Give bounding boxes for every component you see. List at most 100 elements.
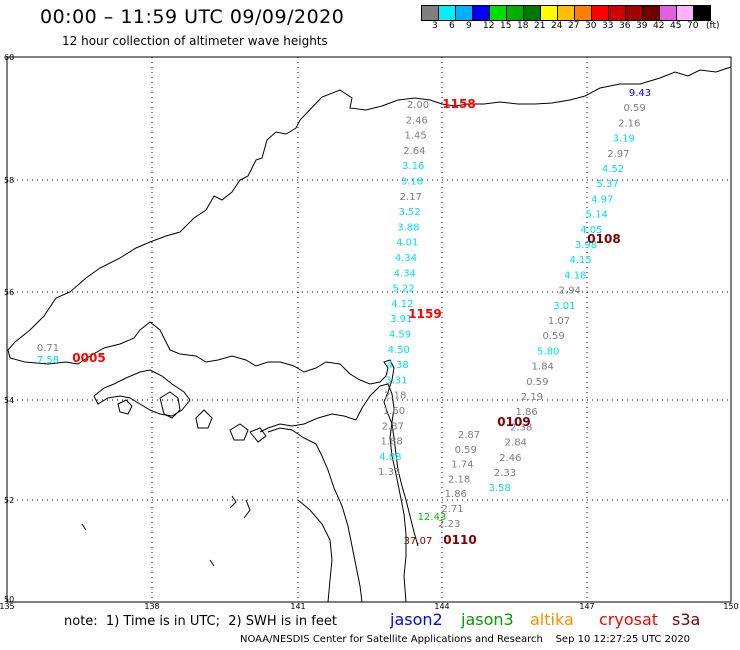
north-coast [7, 66, 732, 547]
map-subtitle: 12 hour collection of altimeter wave hei… [62, 34, 328, 48]
lat-label: 54 [4, 396, 14, 405]
swh-value-label: 2.46 [406, 115, 428, 126]
map-frame [6, 56, 732, 603]
swh-value-label: 1.60 [383, 406, 405, 417]
swh-value-label: 1.84 [532, 362, 554, 373]
swh-value-label: 2.18 [384, 391, 406, 402]
swh-value-label: 4.52 [602, 164, 624, 175]
scale-label: 18 [517, 21, 529, 31]
lat-label: 50 [4, 595, 14, 604]
color-scale-labels: 3 6 9 12 15 18 21 24 27 30 33 36 39 42 45 70 [421, 21, 740, 35]
lon-label: 147 [579, 602, 594, 611]
swh-value-label: 1.86 [515, 407, 537, 418]
scale-unit: (ft) [706, 21, 720, 31]
credit-line: NOAA/NESDIS Center for Satellite Applica… [240, 634, 691, 645]
swh-value-label: 2.97 [607, 149, 629, 160]
lat-label: 56 [4, 288, 14, 297]
swh-value-label: 0.71 [37, 343, 59, 354]
lon-label: 138 [144, 602, 159, 611]
swh-value-label: 2.18 [448, 474, 470, 485]
pass-time-label: 0109 [497, 415, 530, 429]
swh-value-label: 2.16 [618, 118, 640, 129]
swh-value-label: 2.19 [521, 392, 543, 403]
swh-value-label: 3.19 [613, 134, 635, 145]
inland-rivers [81, 495, 333, 603]
scale-swatch [421, 5, 438, 21]
swh-value-label: 37.07 [404, 536, 433, 547]
swh-value-label: 2.94 [559, 286, 581, 297]
swh-value-label: 3.01 [553, 301, 575, 312]
swh-value-label: 3.58 [488, 483, 510, 494]
swh-value-label: 3.88 [397, 222, 419, 233]
pass-time-label: 0108 [587, 232, 620, 246]
satellite-name-jason3: jason3 [461, 610, 514, 629]
swh-value-label: 2.33 [494, 468, 516, 479]
scale-label: 24 [551, 21, 563, 31]
swh-value-label: 1.33 [378, 467, 400, 478]
lat-label: 52 [4, 496, 14, 505]
lon-label: 141 [290, 602, 305, 611]
swh-value-label: 1.45 [404, 131, 426, 142]
lon-label: 135 [0, 602, 15, 611]
swh-value-label: 9.43 [629, 88, 651, 99]
lat-label: 60 [4, 53, 14, 62]
swh-value-label: 4.18 [564, 270, 586, 281]
pass-time-label: 0110 [443, 533, 476, 547]
swh-value-label: 5.22 [392, 284, 414, 295]
swh-value-label: 0.59 [455, 445, 477, 456]
scale-swatch [506, 5, 523, 21]
swh-value-label: 5.37 [596, 179, 618, 190]
swh-value-label: 2.87 [458, 430, 480, 441]
scale-label: 6 [449, 21, 455, 31]
swh-value-label: 2.64 [403, 146, 425, 157]
swh-value-label: 3.31 [385, 375, 407, 386]
scale-label: 15 [500, 21, 512, 31]
scale-label: 70 [687, 21, 699, 31]
swh-value-label: 4.15 [569, 255, 591, 266]
swh-value-label: 12.43 [418, 512, 447, 523]
pass-time-label: 1158 [442, 97, 475, 111]
swh-value-label: 3.52 [398, 207, 420, 218]
swh-value-label: 4.97 [591, 194, 613, 205]
swh-value-label: 0.59 [542, 331, 564, 342]
scale-label: 30 [585, 21, 597, 31]
mainland-coast [259, 413, 363, 603]
scale-label: 42 [653, 21, 665, 31]
satellite-name-s3a: s3a [672, 610, 701, 629]
satellite-name-jason2: jason2 [390, 610, 443, 629]
scale-swatch [676, 5, 693, 21]
scale-label: 27 [568, 21, 580, 31]
scale-label: 9 [466, 21, 472, 31]
swh-value-label: 4.12 [391, 299, 413, 310]
color-scale-legend [421, 5, 711, 21]
swh-value-label: 1.07 [548, 316, 570, 327]
scale-swatch [625, 5, 642, 21]
pass-time-label: 0005 [72, 351, 105, 365]
pass-time-label: 1159 [408, 307, 441, 321]
scale-label: 3 [432, 21, 438, 31]
swh-value-label: 4.05 [580, 225, 602, 236]
swh-value-label: 2.17 [400, 192, 422, 203]
swh-value-label: 3.16 [402, 161, 424, 172]
swh-value-label: 4.38 [386, 360, 408, 371]
swh-value-label: 4.01 [396, 238, 418, 249]
scale-label: 36 [619, 21, 631, 31]
swh-value-label: 2.00 [407, 100, 429, 111]
swh-value-label: 1.86 [445, 489, 467, 500]
scale-label: 39 [636, 21, 648, 31]
swh-value-label: 4.34 [394, 268, 416, 279]
west-shore [93, 369, 191, 417]
scale-swatch [574, 5, 591, 21]
swh-value-label: 2.37 [382, 421, 404, 432]
sakhalin-island [355, 383, 407, 603]
lat-lon-grid [7, 57, 731, 602]
swh-value-label: 4.50 [388, 345, 410, 356]
swh-value-label: 2.23 [438, 519, 460, 530]
swh-value-label: 0.59 [623, 103, 645, 114]
satellite-name-cryosat: cryosat [599, 610, 659, 629]
scale-swatch [557, 5, 574, 21]
lat-label: 58 [4, 176, 14, 185]
wave-height-labels: 2.00 2.46 1.45 2.64 3.16 3.18 2.17 3.52 3.88 4.01… [37, 88, 651, 547]
shantar-islands [117, 391, 267, 443]
